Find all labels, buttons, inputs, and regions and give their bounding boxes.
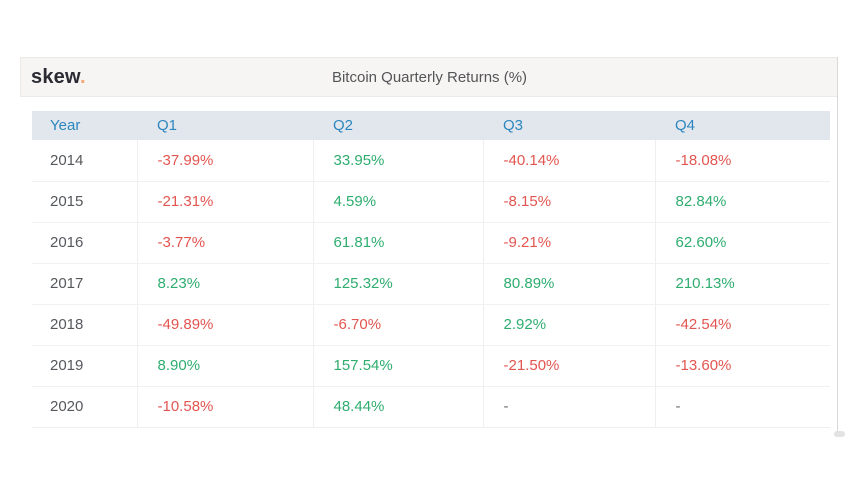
year-cell: 2017 [32, 262, 137, 304]
return-cell: -21.31% [136, 180, 313, 222]
return-cell: 80.89% [482, 262, 655, 304]
return-cell: -21.50% [482, 344, 655, 386]
returns-table-wrap: Year Q1 Q2 Q3 Q4 2014 -37.99% 33.95% -40.14… [32, 111, 830, 428]
return-cell: -9.21% [482, 221, 655, 263]
table-row: 2016 -3.77% 61.81% -9.21% 62.60% [32, 221, 830, 263]
logo-dot: . [79, 65, 86, 88]
return-cell: - [482, 385, 655, 428]
return-cell: -8.15% [482, 180, 655, 222]
return-cell: -3.77% [136, 221, 313, 263]
return-cell: 157.54% [312, 344, 483, 386]
year-cell: 2015 [32, 180, 137, 222]
col-header-q4: Q4 [655, 111, 830, 140]
return-cell: 8.90% [136, 344, 313, 386]
return-cell: 61.81% [312, 221, 483, 263]
return-cell: -10.58% [136, 385, 313, 428]
col-header-year: Year [32, 111, 137, 140]
return-cell: 125.32% [312, 262, 483, 304]
return-cell: -13.60% [654, 344, 830, 386]
return-cell: -49.89% [136, 303, 313, 345]
table-row: 2018 -49.89% -6.70% 2.92% -42.54% [32, 303, 830, 345]
returns-table: Year Q1 Q2 Q3 Q4 2014 -37.99% 33.95% -40.14… [32, 111, 830, 428]
table-row: 2015 -21.31% 4.59% -8.15% 82.84% [32, 180, 830, 222]
return-cell: 48.44% [312, 385, 483, 428]
skew-logo: skew. [31, 66, 86, 89]
return-cell: -18.08% [654, 140, 830, 181]
return-cell: - [654, 385, 830, 428]
year-cell: 2016 [32, 221, 137, 263]
return-cell: 62.60% [654, 221, 830, 263]
widget-titlebar: skew. Bitcoin Quarterly Returns (%) [20, 57, 838, 97]
col-header-q3: Q3 [483, 111, 655, 140]
return-cell: 33.95% [312, 140, 483, 181]
year-cell: 2014 [50, 151, 84, 169]
table-row: 2020 -10.58% 48.44% - - [32, 385, 830, 428]
table-row: 2017 8.23% 125.32% 80.89% 210.13% [32, 262, 830, 304]
table-header-row: Year Q1 Q2 Q3 Q4 [32, 111, 830, 140]
return-cell: 4.59% [312, 180, 483, 222]
return-cell: -42.54% [654, 303, 830, 345]
year-cell: 2018 [32, 303, 137, 345]
col-header-q2: Q2 [313, 111, 483, 140]
return-cell: -40.14% [482, 140, 655, 181]
vertical-scrollbar[interactable] [837, 57, 838, 433]
return-cell: 2.92% [482, 303, 655, 345]
return-cell: -6.70% [312, 303, 483, 345]
logo-text: skew [31, 65, 80, 88]
returns-widget: skew. Bitcoin Quarterly Returns (%) Year… [20, 57, 845, 437]
year-cell: 2019 [32, 344, 137, 386]
return-cell: 210.13% [654, 262, 830, 304]
table-row: 2014 -37.99% 33.95% -40.14% -18.08% [32, 140, 830, 181]
year-cell: 2020 [32, 385, 137, 428]
return-cell: -37.99% [136, 140, 313, 181]
col-header-q1: Q1 [137, 111, 313, 140]
return-cell: 8.23% [136, 262, 313, 304]
widget-title: Bitcoin Quarterly Returns (%) [331, 68, 528, 86]
table-row: 2019 8.90% 157.54% -21.50% -13.60% [32, 344, 830, 386]
scrollbar-thumb[interactable] [834, 431, 845, 437]
return-cell: 82.84% [654, 180, 830, 222]
